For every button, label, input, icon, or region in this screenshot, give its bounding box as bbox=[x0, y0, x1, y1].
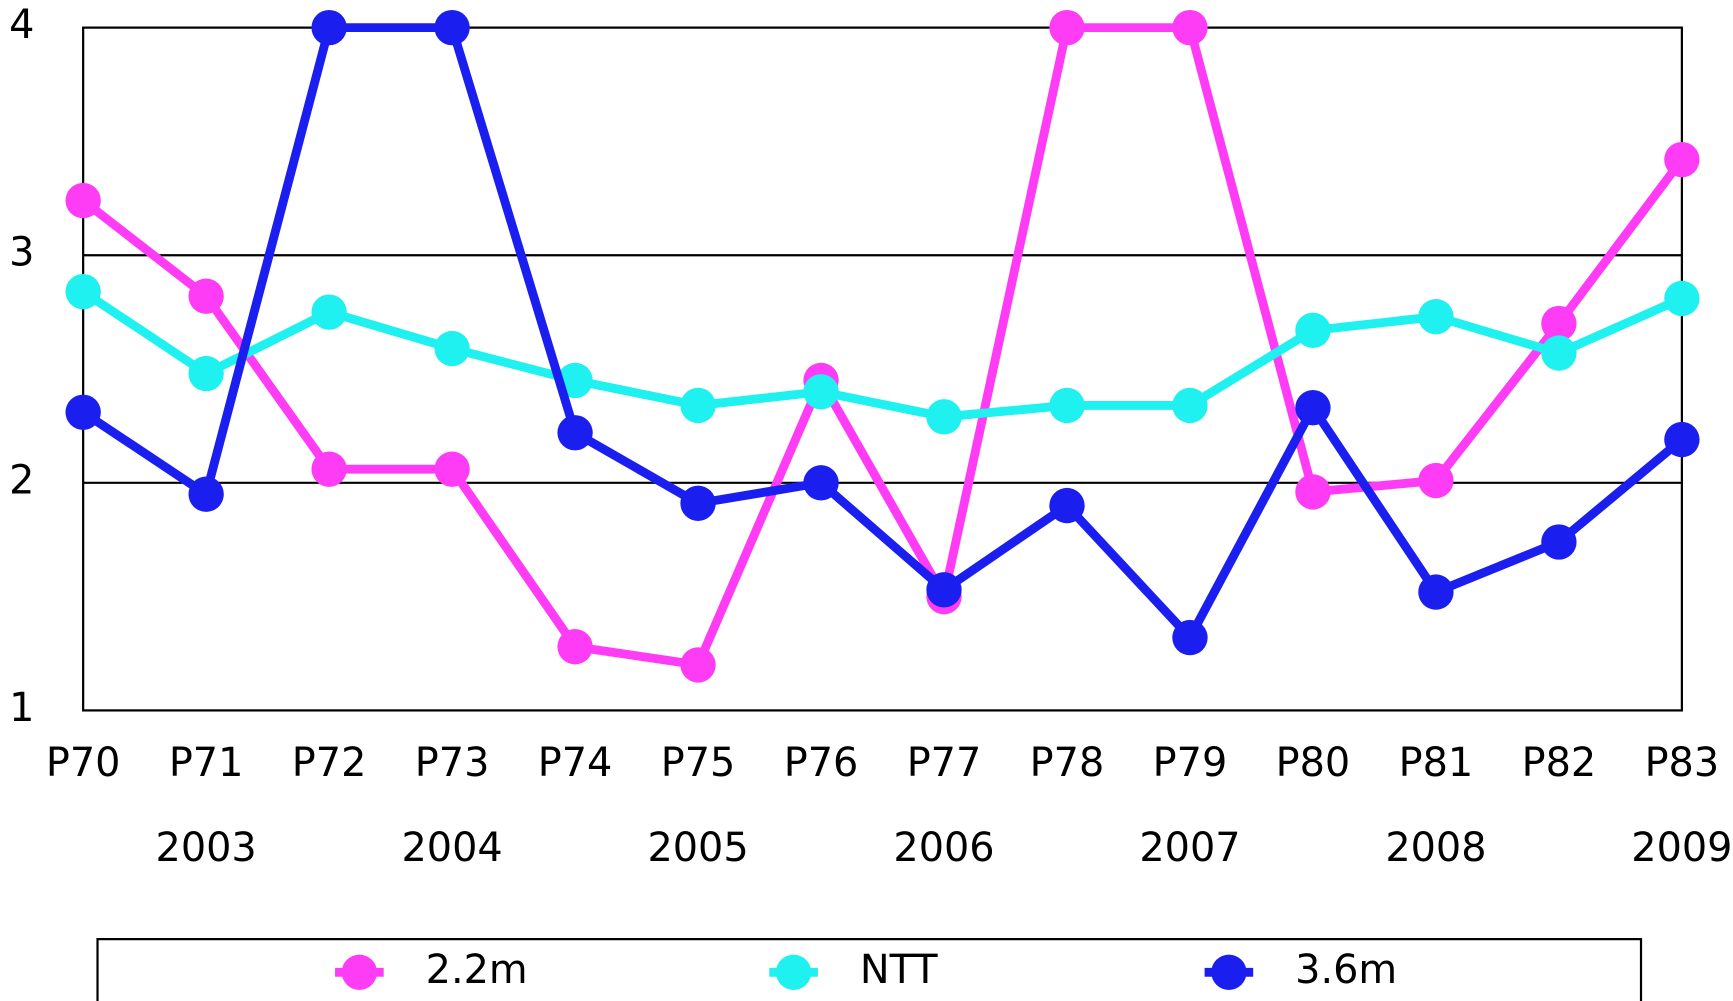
x-tick-label: P73 bbox=[415, 740, 490, 786]
point bbox=[680, 647, 716, 683]
point bbox=[1664, 421, 1700, 458]
point bbox=[1172, 387, 1208, 424]
point bbox=[434, 330, 470, 367]
point bbox=[311, 451, 347, 487]
point bbox=[1049, 9, 1085, 46]
point bbox=[926, 399, 962, 435]
y-tick-label: 3 bbox=[9, 230, 34, 276]
point bbox=[311, 294, 347, 330]
point bbox=[1172, 9, 1208, 46]
point bbox=[680, 485, 716, 521]
legend-marker bbox=[775, 954, 812, 990]
legend-marker bbox=[341, 954, 378, 990]
x-tick-label: P72 bbox=[292, 740, 367, 786]
y-tick-label: 2 bbox=[9, 457, 34, 503]
point bbox=[1541, 524, 1577, 560]
point bbox=[434, 451, 470, 487]
x-tick-label: P76 bbox=[784, 740, 859, 786]
point bbox=[803, 465, 839, 501]
plot-frame bbox=[82, 26, 1683, 712]
point bbox=[1664, 280, 1700, 317]
point bbox=[1049, 387, 1085, 424]
y-tick-label: 1 bbox=[9, 685, 34, 731]
point bbox=[1664, 141, 1700, 178]
point bbox=[434, 9, 470, 46]
point bbox=[1418, 298, 1454, 335]
year-label: 2009 bbox=[1631, 825, 1732, 871]
legend-label: NTT bbox=[860, 947, 938, 993]
year-label: 2005 bbox=[647, 825, 748, 871]
year-label: 2007 bbox=[1139, 825, 1240, 871]
point bbox=[557, 415, 593, 451]
point bbox=[311, 9, 347, 46]
year-label: 2004 bbox=[401, 825, 502, 871]
point bbox=[680, 387, 716, 424]
x-tick-label: P83 bbox=[1645, 740, 1720, 786]
x-tick-label: P71 bbox=[169, 740, 244, 786]
y-tick-label: 4 bbox=[9, 2, 34, 48]
series-line bbox=[80, 23, 1685, 643]
point bbox=[557, 629, 593, 665]
point bbox=[65, 273, 101, 310]
x-tick-label: P80 bbox=[1276, 740, 1351, 786]
point bbox=[1418, 574, 1454, 610]
point bbox=[65, 394, 101, 430]
legend-label: 2.2m bbox=[426, 947, 528, 993]
point bbox=[188, 476, 224, 512]
x-tick-label: P82 bbox=[1522, 740, 1597, 786]
series-line bbox=[80, 287, 1684, 422]
point bbox=[1049, 487, 1085, 524]
series-line bbox=[80, 23, 1686, 670]
point bbox=[1418, 462, 1454, 499]
point bbox=[803, 374, 839, 410]
point bbox=[1295, 474, 1331, 510]
x-tick-label: P77 bbox=[907, 740, 982, 786]
x-tick-label: P70 bbox=[46, 740, 121, 786]
x-tick-label: P74 bbox=[538, 740, 613, 786]
point bbox=[188, 278, 224, 314]
x-tick-label: P81 bbox=[1399, 740, 1474, 786]
point bbox=[926, 572, 962, 608]
point bbox=[1541, 305, 1577, 342]
x-tick-label: P75 bbox=[661, 740, 736, 786]
year-label: 2003 bbox=[156, 825, 257, 871]
legend-label: 3.6m bbox=[1295, 947, 1397, 993]
point bbox=[1172, 619, 1208, 656]
x-tick-label: P78 bbox=[1030, 740, 1105, 786]
year-label: 2008 bbox=[1385, 825, 1486, 871]
year-label: 2006 bbox=[893, 825, 994, 871]
point bbox=[1295, 390, 1331, 426]
point bbox=[1295, 312, 1331, 349]
point bbox=[65, 182, 101, 219]
point bbox=[188, 355, 224, 392]
legend-marker bbox=[1211, 954, 1247, 990]
point bbox=[1541, 335, 1577, 371]
x-tick-label: P79 bbox=[1153, 740, 1228, 786]
legend-box bbox=[96, 938, 1643, 1001]
